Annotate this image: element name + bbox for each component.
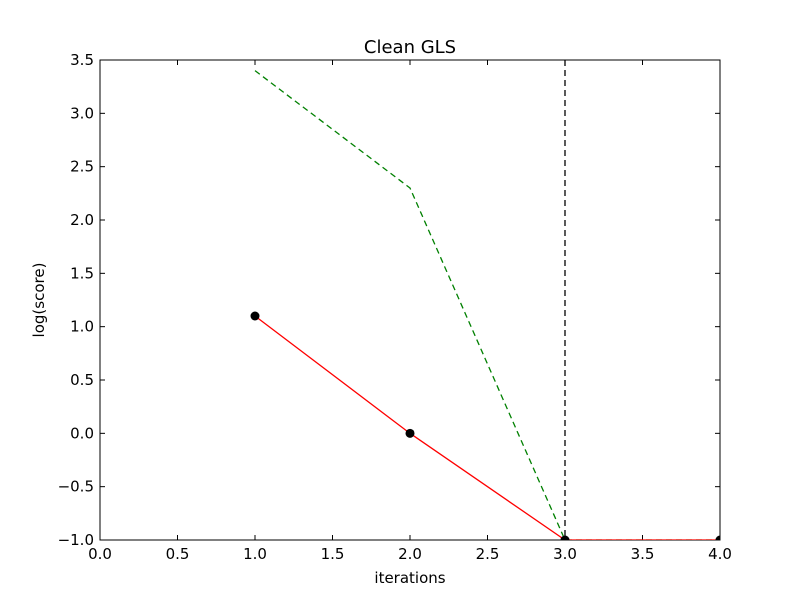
- y-axis-title: log(score): [30, 263, 48, 338]
- y-tick-label: 1.0: [70, 318, 94, 336]
- x-tick-label: 1.5: [321, 545, 345, 563]
- chart-title: Clean GLS: [364, 37, 456, 58]
- x-tick-label: 0.0: [88, 545, 112, 563]
- x-axis-title: iterations: [374, 569, 445, 587]
- data-point-marker: [250, 311, 260, 321]
- y-tick-label: 3.0: [70, 104, 94, 122]
- y-tick-label: 2.0: [70, 211, 94, 229]
- plot-area: 0.0 0.5 1.0 1.5 2.0 2.5 3.0 3.5 4.0 −1.0 −0.5 0.0 0.…: [58, 51, 732, 563]
- data-point-marker: [715, 535, 720, 540]
- y-tick-label: −0.5: [58, 478, 94, 496]
- data-point-marker: [405, 428, 415, 438]
- y-tick-label: 2.5: [70, 158, 94, 176]
- x-tick-label: 0.5: [166, 545, 190, 563]
- y-tick-label: 0.5: [70, 371, 94, 389]
- x-tick-label: 3.5: [631, 545, 655, 563]
- x-tick-label: 4.0: [708, 545, 732, 563]
- x-tick-label: 2.0: [398, 545, 422, 563]
- x-tick-label: 3.0: [553, 545, 577, 563]
- x-tick-label: 2.5: [476, 545, 500, 563]
- y-tick-label: −1.0: [58, 531, 94, 549]
- y-tick-label: 1.5: [70, 264, 94, 282]
- x-tick-label: 1.0: [243, 545, 267, 563]
- data-point-marker: [560, 535, 570, 540]
- red-series-line: [254, 315, 720, 540]
- y-tick-label: 0.0: [70, 424, 94, 442]
- series-group: [250, 70, 720, 540]
- y-tick-label: 3.5: [70, 51, 94, 69]
